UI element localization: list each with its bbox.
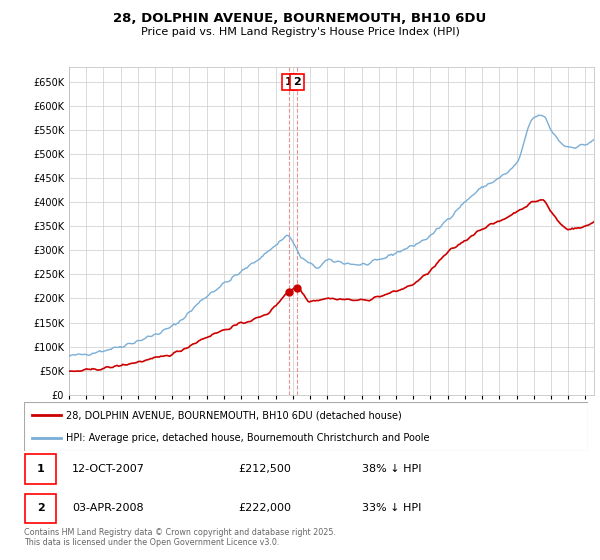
Text: 1: 1 xyxy=(37,464,44,474)
Text: 28, DOLPHIN AVENUE, BOURNEMOUTH, BH10 6DU (detached house): 28, DOLPHIN AVENUE, BOURNEMOUTH, BH10 6D… xyxy=(66,410,402,421)
Text: 03-APR-2008: 03-APR-2008 xyxy=(72,503,143,513)
Text: 1: 1 xyxy=(285,77,293,87)
Bar xyxy=(25,454,56,484)
Text: HPI: Average price, detached house, Bournemouth Christchurch and Poole: HPI: Average price, detached house, Bour… xyxy=(66,433,430,444)
Text: 28, DOLPHIN AVENUE, BOURNEMOUTH, BH10 6DU: 28, DOLPHIN AVENUE, BOURNEMOUTH, BH10 6D… xyxy=(113,12,487,25)
Bar xyxy=(25,493,56,523)
Text: £222,000: £222,000 xyxy=(238,503,292,513)
Text: 38% ↓ HPI: 38% ↓ HPI xyxy=(362,464,422,474)
Text: 2: 2 xyxy=(293,77,301,87)
Text: 12-OCT-2007: 12-OCT-2007 xyxy=(72,464,145,474)
Text: 2: 2 xyxy=(37,503,44,513)
Text: Contains HM Land Registry data © Crown copyright and database right 2025.
This d: Contains HM Land Registry data © Crown c… xyxy=(24,528,336,547)
Text: Price paid vs. HM Land Registry's House Price Index (HPI): Price paid vs. HM Land Registry's House … xyxy=(140,27,460,37)
Text: £212,500: £212,500 xyxy=(238,464,291,474)
Text: 33% ↓ HPI: 33% ↓ HPI xyxy=(362,503,422,513)
